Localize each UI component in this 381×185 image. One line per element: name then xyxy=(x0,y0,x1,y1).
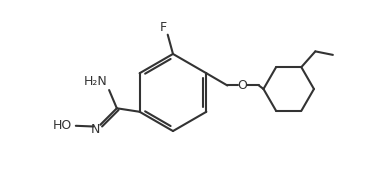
Text: H₂N: H₂N xyxy=(83,75,107,88)
Text: N: N xyxy=(91,123,101,136)
Text: O: O xyxy=(237,79,247,92)
Text: F: F xyxy=(160,21,167,34)
Text: HO: HO xyxy=(53,119,72,132)
